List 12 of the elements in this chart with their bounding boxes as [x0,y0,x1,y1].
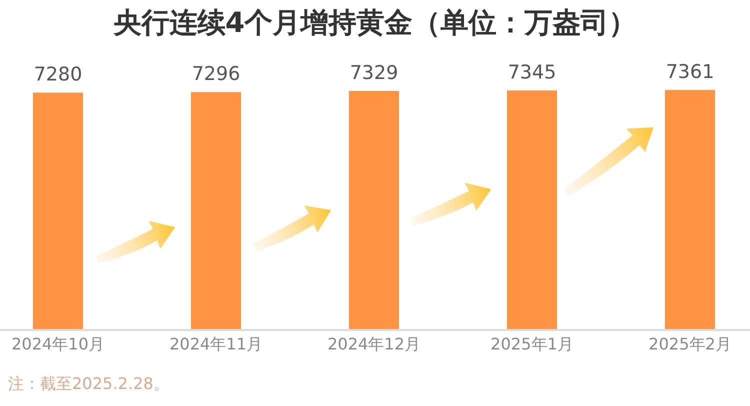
chart-title: 央行连续4个月增持黄金（单位：万盎司） [112,5,638,41]
data-label: 7280 [34,64,82,86]
x-tick-label: 2024年10月 [11,334,105,354]
x-tick-label: 2024年12月 [327,334,421,354]
x-tick-label: 2025年1月 [490,334,574,354]
x-tick-label: 2024年11月 [169,334,263,354]
text: 注：截至2025.2.28。 [8,374,170,395]
x-tick-label: 2025年2月 [648,334,732,354]
data-label: 7329 [350,62,398,84]
data-label: 7361 [666,61,714,83]
data-label: 7296 [192,63,240,86]
data-label: 7345 [508,62,556,84]
